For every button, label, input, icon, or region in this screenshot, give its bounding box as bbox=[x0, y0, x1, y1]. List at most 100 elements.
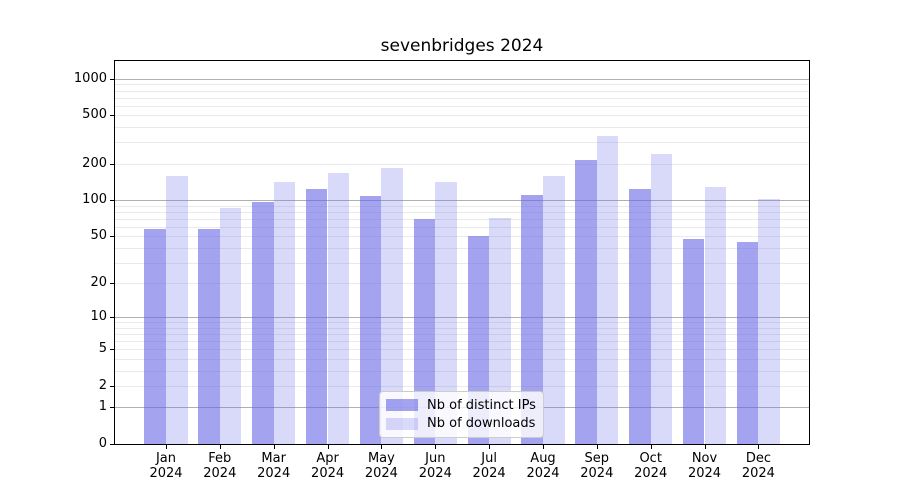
legend-label-distinct-ips: Nb of distinct IPs bbox=[427, 397, 536, 413]
y-tick-mark bbox=[110, 236, 114, 238]
y-gridline-minor bbox=[115, 90, 809, 92]
plot-area bbox=[114, 60, 810, 445]
y-gridline-minor bbox=[115, 236, 809, 238]
bar-distinct-ips-jan bbox=[144, 229, 166, 444]
bar-distinct-ips-jun bbox=[413, 218, 436, 444]
x-tick-label: Apr 2024 bbox=[311, 451, 345, 481]
x-tick-label: May 2024 bbox=[364, 451, 398, 481]
y-tick-mark bbox=[110, 317, 114, 319]
bar-distinct-ips-feb bbox=[198, 229, 220, 444]
y-tick-label: 20 bbox=[90, 275, 107, 291]
y-tick-mark bbox=[110, 78, 114, 80]
y-gridline-minor bbox=[115, 211, 809, 213]
y-tick-mark bbox=[110, 407, 114, 409]
x-tick-mark bbox=[704, 445, 706, 449]
y-gridline-minor bbox=[115, 385, 809, 387]
y-gridline-major bbox=[115, 78, 809, 80]
bar-downloads-oct bbox=[650, 154, 673, 444]
x-tick-mark bbox=[489, 445, 491, 449]
bar-downloads-may bbox=[381, 167, 403, 444]
y-gridline-minor bbox=[115, 142, 809, 144]
y-tick-mark bbox=[110, 349, 114, 351]
y-gridline-minor bbox=[115, 84, 809, 86]
y-tick-mark bbox=[110, 283, 114, 285]
y-gridline-minor bbox=[115, 115, 809, 117]
x-tick-mark bbox=[435, 445, 437, 449]
y-gridline-major bbox=[115, 317, 809, 319]
y-gridline-minor bbox=[115, 105, 809, 107]
y-gridline-major bbox=[115, 200, 809, 202]
bar-downloads-nov bbox=[704, 187, 727, 444]
x-tick-mark bbox=[273, 445, 275, 449]
x-tick-label: Oct 2024 bbox=[634, 451, 668, 481]
bar-distinct-ips-apr bbox=[305, 188, 328, 444]
bar-downloads-jul bbox=[489, 218, 511, 444]
y-tick-mark bbox=[110, 444, 114, 445]
x-tick-label: Jul 2024 bbox=[472, 451, 506, 481]
y-gridline-minor bbox=[115, 262, 809, 264]
y-gridline-minor bbox=[115, 226, 809, 228]
y-tick-mark bbox=[110, 200, 114, 202]
x-tick-label: Sep 2024 bbox=[580, 451, 614, 481]
bar-distinct-ips-oct bbox=[629, 188, 651, 444]
x-tick-mark bbox=[758, 445, 760, 449]
x-tick-label: Jun 2024 bbox=[418, 451, 452, 481]
x-tick-mark bbox=[650, 445, 652, 449]
bar-downloads-dec bbox=[758, 199, 780, 444]
legend-item-distinct-ips: Nb of distinct IPs bbox=[386, 396, 536, 414]
bar-distinct-ips-sep bbox=[575, 159, 597, 444]
y-tick-label: 5 bbox=[98, 341, 107, 357]
y-tick-label: 10 bbox=[90, 309, 107, 325]
x-tick-label: Jan 2024 bbox=[149, 451, 183, 481]
x-tick-label: Nov 2024 bbox=[687, 451, 722, 481]
bar-distinct-ips-dec bbox=[736, 241, 759, 444]
y-gridline-minor bbox=[115, 349, 809, 351]
y-gridline-minor bbox=[115, 163, 809, 165]
y-gridline-minor bbox=[115, 127, 809, 129]
x-tick-mark bbox=[381, 445, 383, 449]
y-tick-label: 1 bbox=[98, 399, 107, 415]
legend-swatch-distinct-ips bbox=[386, 399, 418, 412]
bar-downloads-mar bbox=[273, 181, 296, 444]
y-tick-label: 50 bbox=[90, 228, 107, 244]
y-gridline-minor bbox=[115, 358, 809, 360]
y-gridline-minor bbox=[115, 247, 809, 249]
y-gridline-minor bbox=[115, 205, 809, 207]
bar-distinct-ips-aug bbox=[521, 194, 543, 444]
legend-label-downloads: Nb of downloads bbox=[427, 416, 536, 432]
y-gridline-minor bbox=[115, 97, 809, 99]
bar-downloads-feb bbox=[219, 208, 242, 444]
y-tick-label: 1000 bbox=[73, 70, 107, 86]
y-tick-mark bbox=[110, 115, 114, 117]
bar-distinct-ips-mar bbox=[252, 201, 274, 444]
legend-swatch-downloads bbox=[386, 417, 418, 430]
x-tick-mark bbox=[543, 445, 544, 449]
y-tick-label: 200 bbox=[82, 155, 107, 171]
y-tick-label: 2 bbox=[98, 377, 107, 393]
bar-downloads-aug bbox=[543, 176, 565, 444]
y-tick-label: 0 bbox=[98, 436, 107, 451]
bar-distinct-ips-nov bbox=[682, 239, 705, 444]
bar-downloads-jun bbox=[435, 182, 457, 444]
x-tick-mark bbox=[166, 445, 167, 449]
y-tick-mark bbox=[110, 385, 114, 387]
x-tick-mark bbox=[596, 445, 598, 449]
y-gridline-minor bbox=[115, 327, 809, 329]
x-tick-mark bbox=[327, 445, 329, 449]
legend-item-downloads: Nb of downloads bbox=[386, 415, 535, 433]
x-tick-label: Aug 2024 bbox=[526, 451, 560, 481]
bar-distinct-ips-may bbox=[359, 195, 382, 444]
y-gridline-minor bbox=[115, 218, 809, 220]
bar-downloads-apr bbox=[327, 173, 350, 444]
y-gridline-minor bbox=[115, 334, 809, 336]
y-gridline-minor bbox=[115, 322, 809, 324]
bar-downloads-jan bbox=[166, 176, 188, 444]
y-gridline-minor bbox=[115, 283, 809, 285]
bar-downloads-sep bbox=[596, 135, 619, 444]
y-tick-label: 100 bbox=[82, 192, 107, 208]
x-tick-label: Dec 2024 bbox=[741, 451, 775, 481]
legend: Nb of distinct IPs Nb of downloads bbox=[379, 391, 544, 438]
x-tick-mark bbox=[219, 445, 221, 449]
y-tick-label: 500 bbox=[82, 107, 107, 123]
x-tick-label: Mar 2024 bbox=[257, 451, 291, 481]
